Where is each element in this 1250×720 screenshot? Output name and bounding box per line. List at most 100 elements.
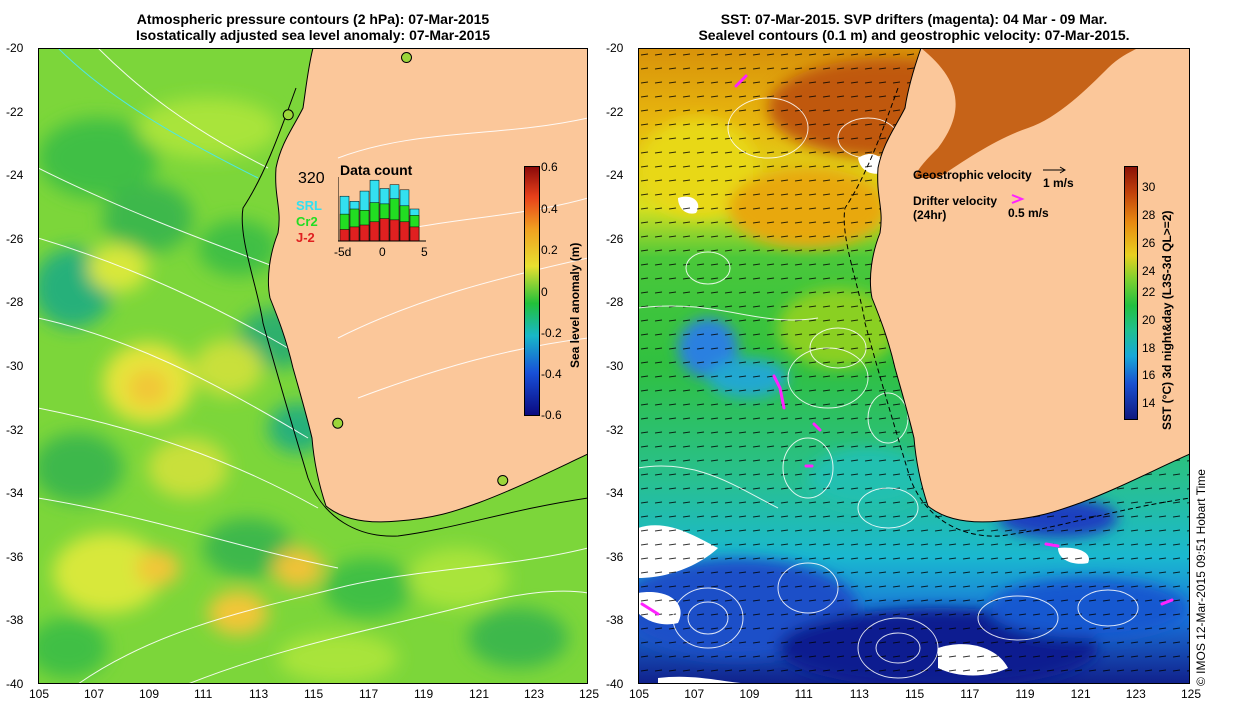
left-y-tick: -26 [6, 231, 24, 246]
left-x-tick: 115 [304, 687, 324, 701]
right-y-tick: -26 [606, 231, 624, 246]
right-x-tick: 121 [1070, 687, 1091, 701]
sst-colorbar [1124, 166, 1138, 420]
left-map-frame [38, 48, 588, 684]
left-x-tick: 117 [359, 687, 379, 701]
legend-srl: SRL [296, 198, 322, 213]
left-x-tick: 107 [84, 687, 105, 701]
left-x-tick: 105 [29, 687, 50, 701]
inset-xtick-m5: -5d [334, 245, 352, 259]
left-title-line2: Isostatically adjusted sea level anomaly… [135, 27, 491, 43]
sst-map [638, 48, 1190, 684]
right-y-tick: -34 [606, 486, 624, 501]
left-y-tick: -40 [6, 677, 24, 691]
tide-gauge-marker [282, 109, 294, 121]
sst-tick-14: 14 [1142, 396, 1156, 410]
sla-tick-0.2: 0.2 [541, 243, 558, 257]
left-y-tick: -38 [6, 613, 24, 628]
sst-tick-20: 20 [1142, 313, 1156, 327]
left-y-tick: -28 [6, 295, 24, 310]
left-y-tick: -22 [6, 104, 24, 119]
right-y-tick: -28 [606, 295, 624, 310]
hist-bar-j2 [409, 226, 420, 242]
sst-tick-28: 28 [1142, 208, 1156, 222]
sla-tick-0: 0 [541, 285, 548, 299]
geostrophic-scale-arrow [1043, 166, 1066, 174]
tide-gauge-markers [282, 52, 509, 486]
left-x-tick: 109 [139, 687, 160, 701]
right-y-tick: -30 [606, 359, 624, 373]
svp-drifter-tracks [640, 74, 1174, 616]
shelf-edge-right [843, 87, 1190, 537]
drifter-scale-arrow [1011, 194, 1025, 204]
legend-j2: J-2 [296, 230, 315, 245]
sea-level-colorbar [524, 166, 540, 416]
right-y-tick: -40 [606, 677, 624, 691]
right-x-tick: 119 [1015, 687, 1035, 701]
right-map-frame [638, 48, 1190, 684]
inset-xtick-5: 5 [421, 245, 428, 259]
sea-level-anomaly-map [38, 48, 588, 684]
australia-land [267, 48, 588, 523]
drifter-velocity-sub: (24hr) [913, 208, 947, 222]
left-x-tick: 113 [249, 687, 269, 701]
legend-cr2: Cr2 [296, 214, 318, 229]
right-title-line2: Sealevel contours (0.1 m) and geostrophi… [698, 27, 1130, 43]
data-count-histogram [338, 177, 426, 242]
right-y-tick: -20 [606, 41, 624, 55]
right-y-tick: -38 [606, 613, 624, 628]
hist-bar-j2 [379, 218, 390, 242]
drifter-scale-label: 0.5 m/s [1008, 206, 1049, 220]
right-x-tick: 111 [794, 687, 813, 701]
hist-bar-j2 [369, 221, 380, 242]
sla-tick-m0.2: -0.2 [541, 326, 562, 340]
hist-bar-j2 [389, 219, 400, 242]
inset-title: Data count [340, 162, 413, 178]
geostrophic-scale-label: 1 m/s [1043, 176, 1074, 190]
left-y-tick: -20 [6, 41, 24, 55]
sst-tick-30: 30 [1142, 180, 1156, 194]
right-x-tick: 125 [1181, 687, 1202, 701]
hist-bar-j2 [339, 229, 350, 242]
left-y-tick: -36 [6, 549, 24, 564]
left-y-tick: -30 [6, 359, 24, 373]
sst-colorbar-label: SST (°C) 3d night&day (L3S-3d QL>=2) [1160, 210, 1174, 431]
hist-bar-j2 [349, 226, 360, 242]
left-x-tick: 121 [469, 687, 490, 701]
right-x-tick: 123 [1125, 687, 1146, 701]
left-y-tick: -34 [6, 486, 24, 501]
tide-gauge-marker [332, 417, 344, 429]
sst-tick-26: 26 [1142, 236, 1156, 250]
right-x-tick: 117 [960, 687, 980, 701]
geostrophic-velocity-label: Geostrophic velocity [913, 168, 1032, 182]
imos-credit: © IMOS 12-Mar-2015 09:51 Hobart Time [1194, 469, 1208, 686]
tide-gauge-marker [497, 474, 509, 486]
left-y-tick: -32 [6, 422, 24, 437]
left-title-line1: Atmospheric pressure contours (2 hPa): 0… [136, 11, 490, 27]
inset-max-label: 320 [298, 170, 325, 187]
left-x-tick: 125 [579, 687, 600, 701]
right-x-tick: 105 [629, 687, 650, 701]
sst-tick-24: 24 [1142, 264, 1156, 278]
hist-bar-j2 [359, 224, 370, 242]
right-y-tick: -22 [606, 104, 624, 119]
warm-nw-shelf [914, 48, 1138, 178]
sla-tick-m0.4: -0.4 [541, 367, 562, 381]
left-x-tick: 123 [524, 687, 545, 701]
tide-gauge-marker [401, 52, 412, 64]
right-x-tick: 115 [905, 687, 925, 701]
right-y-tick: -36 [606, 549, 624, 564]
right-x-tick: 109 [739, 687, 760, 701]
sst-tick-18: 18 [1142, 341, 1156, 355]
right-x-tick: 107 [684, 687, 705, 701]
right-title-line1: SST: 07-Mar-2015. SVP drifters (magenta)… [720, 11, 1108, 27]
left-x-tick: 119 [414, 687, 434, 701]
left-x-tick: 111 [194, 687, 213, 701]
drifter-velocity-label: Drifter velocity [913, 194, 998, 208]
sst-tick-22: 22 [1142, 285, 1156, 299]
inset-xtick-0: 0 [379, 245, 386, 259]
sla-tick-0.4: 0.4 [541, 202, 558, 216]
sla-tick-m0.6: -0.6 [541, 408, 562, 422]
right-x-tick: 113 [849, 687, 869, 701]
right-y-tick: -32 [606, 422, 624, 437]
